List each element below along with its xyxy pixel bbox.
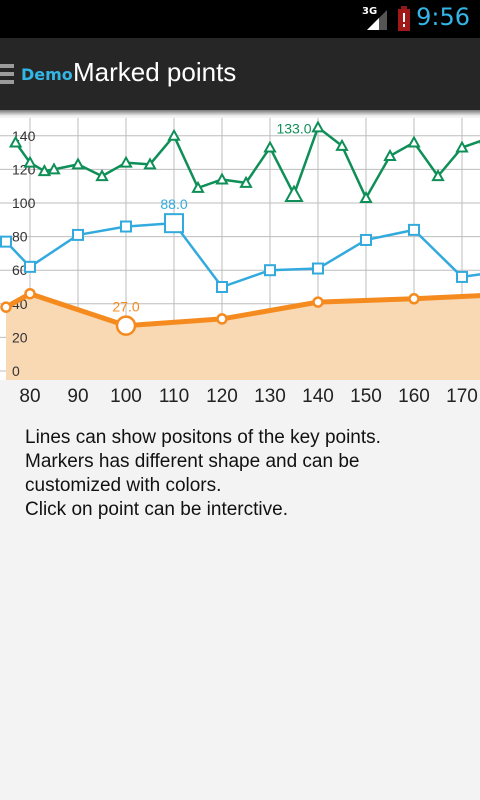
triangle-marker bbox=[23, 155, 37, 168]
x-tick-label: 140 bbox=[302, 386, 334, 407]
app-label[interactable]: Demo bbox=[21, 65, 73, 84]
square-marker bbox=[120, 220, 132, 233]
triangle-marker bbox=[215, 172, 229, 185]
status-bar: 3G 9:56 bbox=[0, 0, 480, 38]
triangle-marker bbox=[143, 157, 157, 170]
description-line: Click on point can be interctive. bbox=[25, 499, 288, 520]
y-tick-label: 100 bbox=[12, 195, 36, 211]
description-line: Markers has different shape and can be bbox=[25, 451, 360, 472]
y-tick-label: 0 bbox=[12, 363, 20, 379]
triangle-marker bbox=[47, 162, 61, 175]
action-bar-shadow bbox=[0, 110, 480, 116]
signal-icon bbox=[367, 10, 387, 30]
data-label: 88.0 bbox=[160, 196, 187, 212]
x-tick-label: 150 bbox=[350, 386, 382, 407]
circle-marker bbox=[0, 301, 12, 313]
network-type-label: 3G bbox=[362, 6, 378, 17]
circle-marker bbox=[312, 296, 324, 308]
y-tick-label: 60 bbox=[12, 262, 28, 278]
square-marker bbox=[216, 281, 228, 293]
circle-marker bbox=[24, 287, 36, 300]
triangle-marker bbox=[263, 140, 277, 153]
x-tick-label: 80 bbox=[19, 386, 40, 407]
description-line: Lines can show positons of the key point… bbox=[25, 427, 381, 448]
description-text: Lines can show positons of the key point… bbox=[25, 426, 465, 522]
triangle-marker bbox=[284, 184, 304, 202]
triangle-marker bbox=[8, 135, 23, 148]
triangle-marker bbox=[239, 175, 253, 188]
y-tick-label: 80 bbox=[12, 229, 28, 245]
data-label: 27.0 bbox=[112, 299, 139, 315]
x-tick-label: 170 bbox=[446, 386, 478, 407]
triangle-marker bbox=[359, 190, 373, 203]
triangle-marker bbox=[383, 148, 397, 161]
x-tick-label: 110 bbox=[159, 386, 189, 407]
triangle-marker bbox=[407, 135, 421, 148]
triangle-marker bbox=[335, 138, 349, 151]
x-tick-label: 120 bbox=[206, 386, 238, 407]
x-tick-label: 100 bbox=[110, 386, 142, 407]
square-marker bbox=[312, 262, 324, 275]
triangle-marker bbox=[95, 169, 109, 182]
data-label: 133.0 bbox=[276, 121, 311, 137]
circle-marker bbox=[408, 293, 420, 305]
square-marker bbox=[360, 233, 372, 246]
square-marker bbox=[24, 260, 36, 273]
x-tick-label: 160 bbox=[398, 386, 430, 407]
triangle-marker bbox=[119, 155, 133, 168]
drawer-menu-icon[interactable] bbox=[0, 64, 14, 88]
series-area-fill bbox=[6, 293, 480, 380]
square-marker bbox=[456, 270, 468, 283]
circle-marker bbox=[216, 313, 228, 325]
triangle-marker bbox=[311, 120, 325, 133]
screen-title: Marked points bbox=[73, 57, 237, 87]
y-tick-label: 20 bbox=[12, 329, 28, 345]
series-line bbox=[5, 221, 480, 289]
series-line bbox=[14, 126, 480, 200]
square-marker bbox=[72, 228, 84, 241]
x-tick-label: 130 bbox=[254, 386, 286, 407]
triangle-marker bbox=[455, 140, 469, 153]
triangle-marker bbox=[191, 180, 205, 193]
description-line: customized with colors. bbox=[25, 475, 222, 496]
triangle-marker bbox=[167, 128, 181, 141]
triangle-marker bbox=[71, 157, 85, 170]
status-clock: 9:56 bbox=[416, 3, 470, 31]
square-marker bbox=[408, 223, 420, 236]
battery-alert-icon bbox=[398, 6, 410, 31]
square-marker bbox=[0, 235, 12, 248]
triangle-marker bbox=[431, 169, 445, 182]
square-marker bbox=[164, 213, 184, 234]
action-bar: Demo Marked points bbox=[0, 38, 480, 110]
square-marker bbox=[264, 264, 276, 277]
circle-marker bbox=[115, 315, 137, 336]
x-tick-label: 90 bbox=[67, 386, 88, 407]
triangle-marker bbox=[37, 164, 52, 177]
